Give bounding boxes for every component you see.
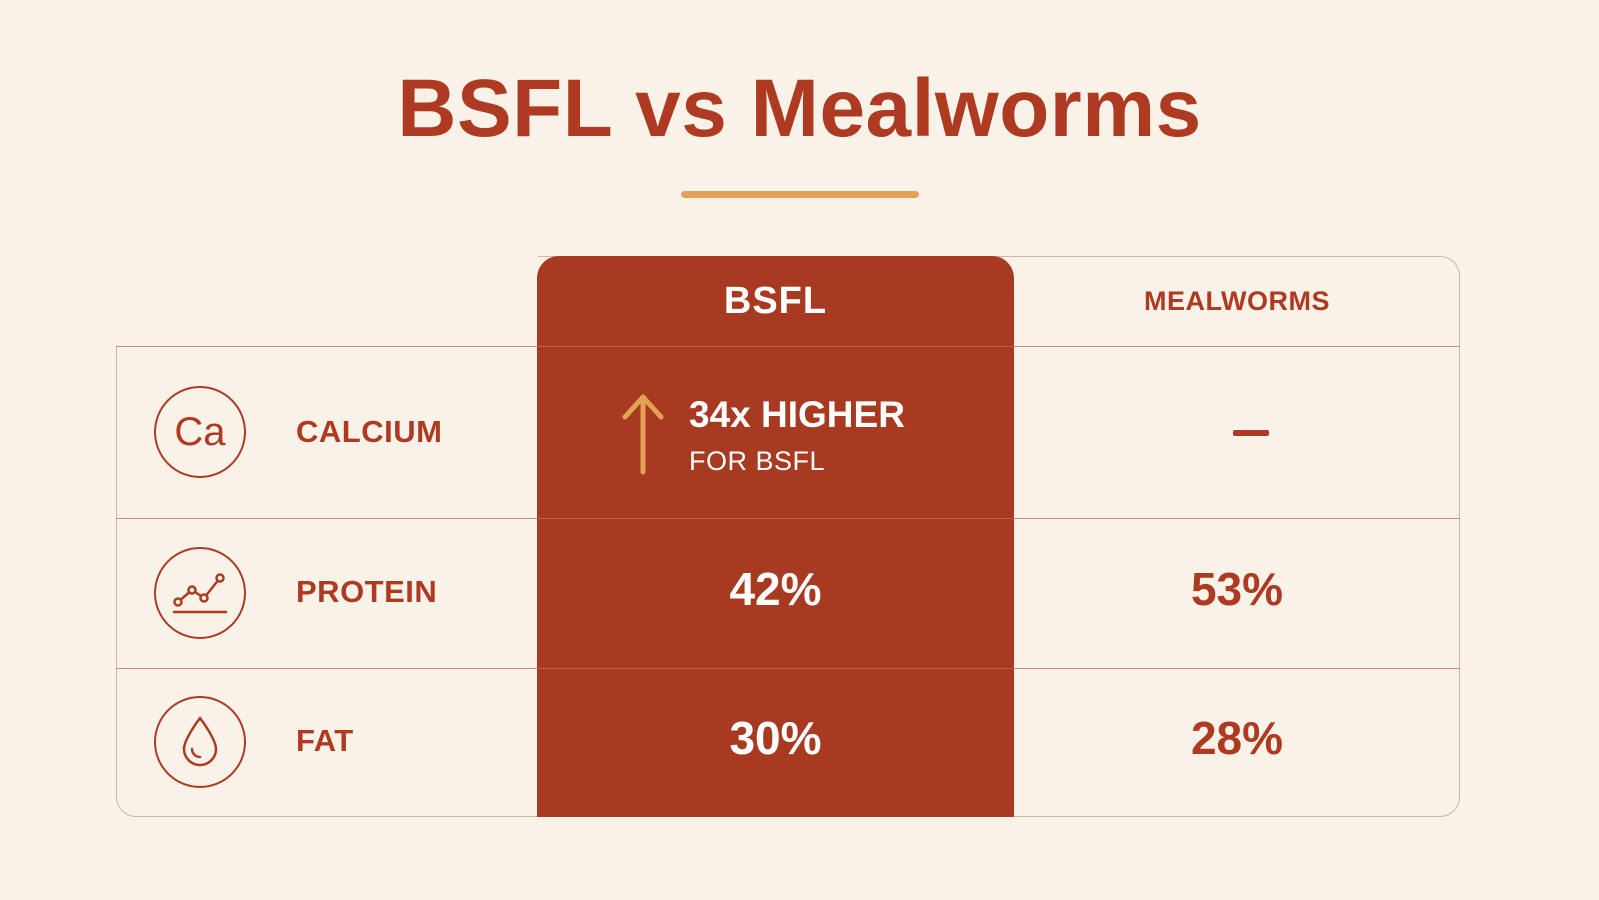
up-arrow-icon [622,394,664,475]
column-header-mealworms: MEALWORMS [1144,285,1330,316]
table-row-calcium: Ca CALCIUM 34x HIGHER FOR BSFL [116,346,1460,518]
table-frame-corner-mask [110,248,538,346]
calcium-bsfl-value: 34x HIGHER [689,394,905,435]
table-row-fat: FAT 30% 28% [116,668,1460,817]
fat-mealworms-value: 28% [1190,712,1284,764]
calcium-mealworms-value [1233,430,1269,436]
calcium-bsfl-cell: 34x HIGHER FOR BSFL [621,390,1001,490]
title-underline [681,191,919,198]
bsfl-column-divider [537,346,1014,347]
row-label-calcium: CALCIUM [296,414,443,449]
fat-bsfl-value: 30% [729,712,822,764]
calcium-symbol-text: Ca [174,409,226,454]
protein-bsfl-value: 42% [729,563,822,615]
calcium-symbol-icon: Ca [154,386,246,478]
column-header-bsfl: BSFL [723,279,828,322]
droplet-icon [154,696,246,788]
page-title: BSFL vs Mealworms [397,63,1202,154]
table-row-protein: PROTEIN 42% 53% [116,518,1460,668]
bsfl-column-highlight [537,256,1014,817]
row-label-fat: FAT [296,723,354,758]
calcium-bsfl-subtext: FOR BSFL [689,446,826,476]
protein-mealworms-value: 53% [1190,563,1284,615]
bsfl-column-divider [537,518,1014,519]
row-label-protein: PROTEIN [296,574,438,609]
line-chart-icon-glyph [172,573,228,614]
line-chart-icon [154,547,246,639]
droplet-icon-glyph [182,716,218,767]
bsfl-column-divider [537,668,1014,669]
